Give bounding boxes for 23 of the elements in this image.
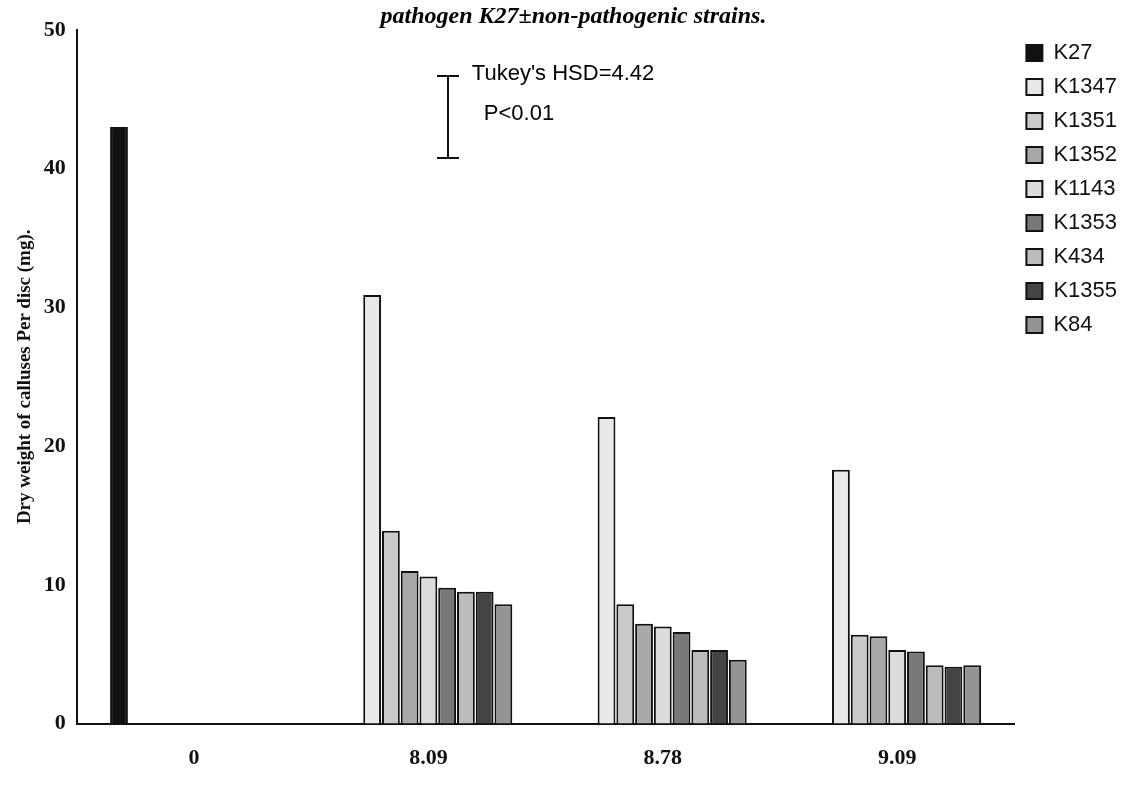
annotation: P<0.01: [483, 100, 556, 126]
legend-label: K84: [1053, 311, 1093, 337]
y-tick-label: 30: [43, 293, 66, 319]
legend-label: K1352: [1053, 141, 1118, 167]
y-tick-label: 50: [43, 15, 66, 41]
annotation: Tukey's HSD=4.42: [471, 60, 655, 86]
legend-label: K1347: [1053, 73, 1118, 99]
legend-label: K1355: [1053, 277, 1118, 303]
y-tick-label: 0: [54, 709, 66, 735]
legend-label: K1143: [1053, 175, 1116, 201]
y-tick-label: 20: [43, 431, 66, 457]
legend-label: K1353: [1053, 209, 1118, 235]
x-tick-label: 8.78: [643, 744, 683, 770]
x-tick-label: 9.09: [877, 744, 917, 770]
y-tick-label: 40: [43, 154, 66, 180]
legend-label: K1351: [1053, 107, 1118, 133]
x-tick-label: 0: [188, 744, 200, 770]
legend-label: K27: [1053, 39, 1093, 65]
chart-title: pathogen K27±non-pathogenic strains.: [380, 2, 767, 28]
x-tick-label: 8.09: [409, 744, 448, 770]
y-tick-label: 10: [43, 570, 66, 596]
y-axis-title: Dry weight of calluses Per disc (mg).: [13, 229, 36, 525]
legend-label: K434: [1053, 243, 1105, 269]
